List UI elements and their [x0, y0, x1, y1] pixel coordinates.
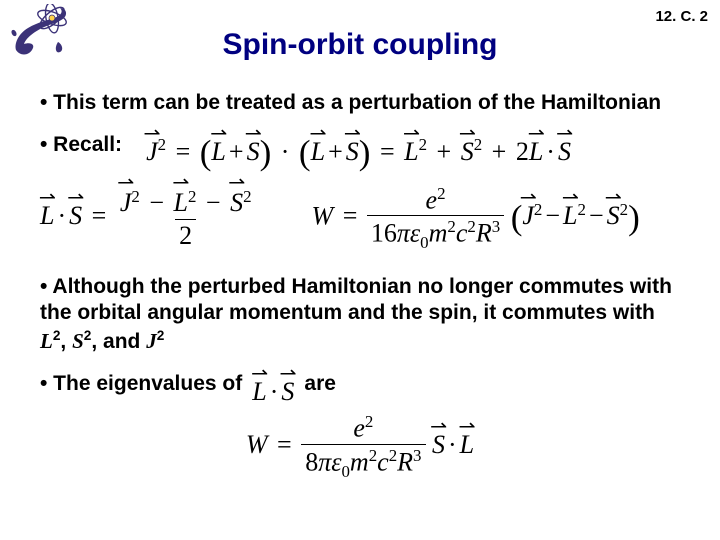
slide: 12. C. 2 Spin-orbit coupling • This term… — [0, 0, 720, 540]
content-area: • This term can be treated as a perturba… — [40, 90, 680, 481]
bullet-eigenvalues-post: are — [304, 371, 336, 397]
vector-J: J — [146, 137, 158, 167]
vector-L: L — [211, 137, 225, 167]
row-eigenvalues: • The eigenvalues of L·S are — [40, 371, 680, 413]
bullet-perturbation: • This term can be treated as a perturba… — [40, 90, 680, 116]
slide-title: Spin-orbit coupling — [30, 28, 690, 62]
logo-atom-lizard-icon — [8, 4, 74, 60]
equation-ls-inline: L·S — [252, 377, 294, 407]
equation-w-final: W = e2 8πε0m2c2R3 S·L — [246, 430, 474, 459]
bullet-recall-label: • Recall: — [40, 132, 122, 158]
row-recall: • Recall: J2 = (L+S) · (L+S) = L2 + S2 +… — [40, 132, 680, 174]
page-reference: 12. C. 2 — [655, 8, 708, 25]
row-ls-and-w: L·S = J2 − L2 − S2 2 W = e2 — [40, 185, 680, 253]
equation-ls-fraction: L·S = J2 − L2 − S2 2 — [40, 188, 256, 249]
vector-S: S — [247, 137, 260, 167]
bullet-eigenvalues-pre: • The eigenvalues of — [40, 371, 242, 397]
equation-w-energy: W = e2 16πε0m2c2R3 (J2−L2−S2) — [312, 185, 640, 253]
bullet-commutes: • Although the perturbed Hamiltonian no … — [40, 274, 680, 355]
equation-j-squared-expansion: J2 = (L+S) · (L+S) = L2 + S2 + 2L·S — [146, 133, 571, 173]
